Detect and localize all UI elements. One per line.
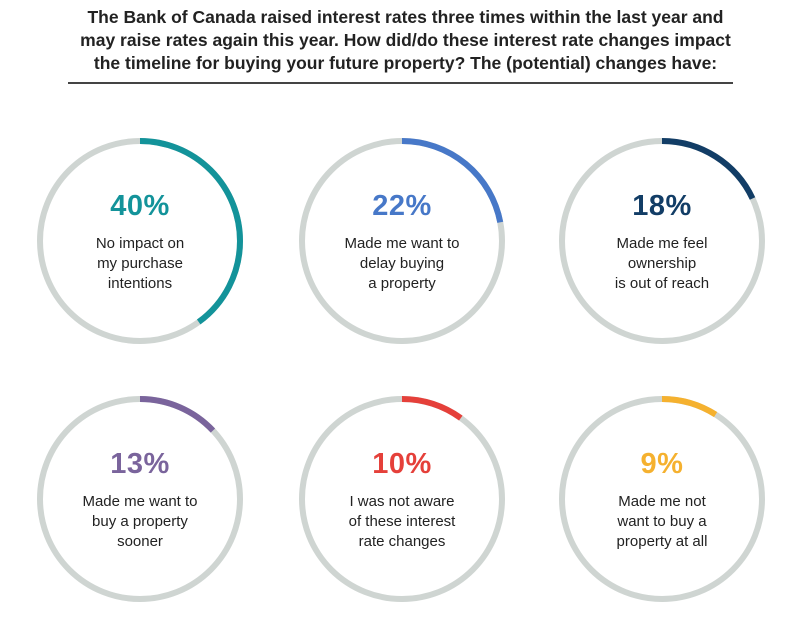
donut-label-6-line-2: want to buy a	[617, 513, 707, 530]
donut-arc-6	[559, 396, 765, 602]
title-line-3: the timeline for buying your future prop…	[93, 53, 718, 73]
donut-label-4-line-3: sooner	[117, 533, 163, 550]
donut-chart-3: 18% Made me feel ownership is out of rea…	[557, 136, 767, 346]
donut-ring-5	[299, 396, 505, 602]
donut-label-6-line-1: Made me not	[618, 493, 706, 510]
donut-arc-1	[37, 138, 243, 344]
donut-label-4-line-1: Made me want to	[82, 493, 198, 510]
donut-value-2: 22%	[372, 190, 432, 222]
donut-label-1: No impact on my purchase intentions	[55, 234, 225, 294]
title-line-2: may raise rates again this year. How did…	[80, 30, 731, 50]
title-line-1: The Bank of Canada raised interest rates…	[87, 7, 724, 27]
donut-label-1-line-2: my purchase	[97, 255, 183, 272]
donut-label-2-line-2: delay buying	[359, 255, 445, 272]
donut-arc-5	[299, 396, 505, 602]
donut-label-4-line-2: buy a property	[92, 513, 188, 530]
donut-chart-4: 13% Made me want to buy a property soone…	[35, 394, 245, 604]
donut-label-2: Made me want to delay buying a property	[317, 234, 487, 294]
donut-value-1: 40%	[110, 190, 170, 222]
donut-value-6: 9%	[640, 448, 684, 480]
donut-label-5-line-3: rate changes	[358, 533, 446, 550]
donut-ring-1	[37, 138, 243, 344]
donut-arc-4	[37, 396, 243, 602]
donut-arc-3	[559, 138, 765, 344]
donut-label-3-line-3: is out of reach	[614, 275, 710, 292]
donut-chart-6: 9% Made me not want to buy a property at…	[557, 394, 767, 604]
donut-ring-3	[559, 138, 765, 344]
donut-label-1-line-3: intentions	[107, 275, 173, 292]
donut-value-3: 18%	[632, 190, 692, 222]
donut-label-3: Made me feel ownership is out of reach	[577, 234, 747, 294]
donut-label-3-line-2: ownership	[627, 255, 697, 272]
donut-label-5-line-2: of these interest	[348, 513, 456, 530]
donut-chart-1: 40% No impact on my purchase intentions	[35, 136, 245, 346]
donut-ring-2	[299, 138, 505, 344]
donut-label-3-line-1: Made me feel	[616, 235, 708, 252]
donut-ring-6	[559, 396, 765, 602]
donut-label-1-line-1: No impact on	[95, 235, 185, 252]
donut-value-5: 10%	[372, 448, 432, 480]
donut-chart-2: 22% Made me want to delay buying a prope…	[297, 136, 507, 346]
donut-label-6-line-3: property at all	[616, 533, 708, 550]
donut-label-5-line-1: I was not aware	[349, 493, 455, 510]
title-divider	[68, 82, 733, 84]
donut-label-2-line-3: a property	[368, 275, 436, 292]
donut-value-4: 13%	[110, 448, 170, 480]
donut-chart-5: 10% I was not aware of these interest ra…	[297, 394, 507, 604]
donut-label-6: Made me not want to buy a property at al…	[577, 492, 747, 552]
donut-label-4: Made me want to buy a property sooner	[55, 492, 225, 552]
chart-title: The Bank of Canada raised interest rates…	[40, 6, 771, 75]
donut-label-2-line-1: Made me want to	[344, 235, 460, 252]
donut-label-5: I was not aware of these interest rate c…	[317, 492, 487, 552]
donut-ring-4	[37, 396, 243, 602]
donut-arc-2	[299, 138, 505, 344]
